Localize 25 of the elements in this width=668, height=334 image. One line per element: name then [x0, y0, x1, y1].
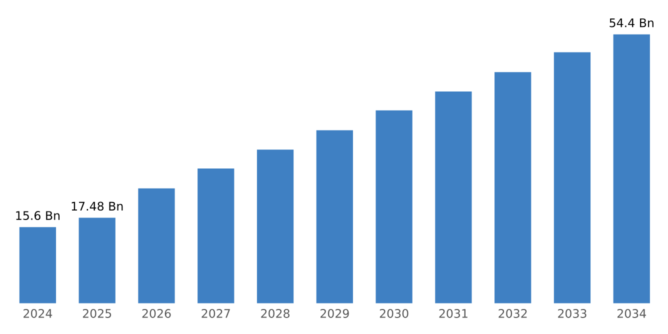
- bar: [434, 90, 474, 304]
- x-tick-label: 2026: [142, 309, 171, 318]
- x-tick-label: 2028: [261, 309, 290, 318]
- x-tick-label: 2031: [439, 309, 468, 318]
- x-tick-label: 2030: [380, 309, 408, 318]
- x-tick-label: 2029: [320, 309, 349, 318]
- bar: [196, 167, 236, 304]
- x-tick-label: 2033: [558, 309, 586, 318]
- bar: [18, 226, 58, 304]
- x-tick-label: 2032: [498, 309, 527, 318]
- x-tick-label: 2025: [82, 309, 112, 318]
- data-label: 17.48 Bn: [72, 202, 123, 211]
- bar: [374, 109, 414, 304]
- bar: [493, 70, 533, 304]
- bar: [552, 50, 592, 304]
- bar: [612, 33, 652, 304]
- x-tick-label: 2034: [617, 309, 646, 318]
- bar: [314, 128, 354, 304]
- x-tick-label: 2024: [24, 309, 52, 318]
- data-label: 15.6 Bn: [16, 211, 60, 220]
- bar: [256, 148, 295, 304]
- bar: [136, 187, 176, 304]
- x-tick-label: 2027: [202, 309, 230, 318]
- data-label: 54.4 Bn: [610, 18, 654, 28]
- bar: [77, 216, 117, 304]
